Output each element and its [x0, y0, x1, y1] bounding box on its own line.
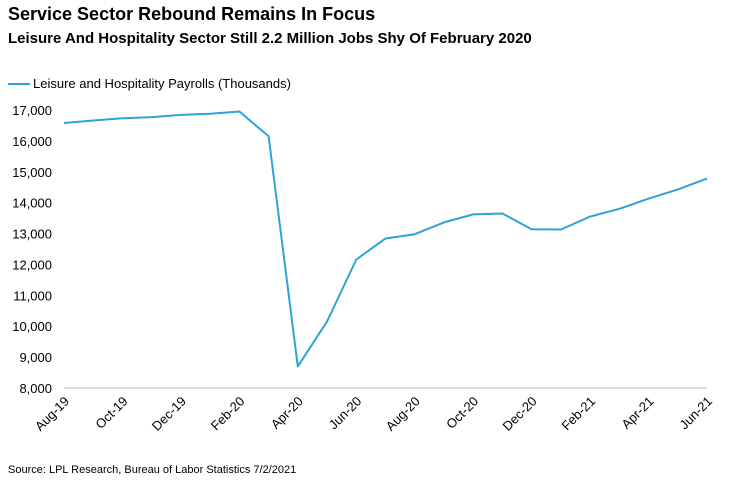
x-tick-label: Aug-19	[32, 394, 72, 434]
x-tick-label: Oct-19	[92, 394, 130, 432]
data-point	[531, 228, 533, 230]
x-tick-label: Jun-20	[326, 394, 365, 433]
data-point	[326, 321, 328, 323]
data-point	[414, 233, 416, 235]
data-point	[92, 120, 94, 122]
y-tick-label: 9,000	[19, 350, 52, 365]
x-tick-label: Dec-20	[500, 394, 540, 434]
x-tick-label: Oct-20	[443, 394, 481, 432]
data-point	[677, 188, 679, 190]
chart-title: Service Sector Rebound Remains In Focus	[8, 4, 376, 24]
y-tick-label: 8,000	[19, 381, 52, 396]
data-point	[589, 216, 591, 218]
y-tick-label: 13,000	[12, 227, 52, 242]
data-point	[151, 116, 153, 118]
x-tick-label: Feb-20	[208, 394, 248, 434]
legend: Leisure and Hospitality Payrolls (Thousa…	[8, 76, 291, 91]
x-tick-label: Dec-19	[149, 394, 189, 434]
legend-swatch	[8, 82, 30, 85]
data-point	[501, 213, 503, 215]
x-tick-label: Apr-21	[618, 394, 656, 432]
data-point	[472, 213, 474, 215]
y-tick-label: 14,000	[12, 196, 52, 211]
data-point	[355, 259, 357, 261]
data-point	[443, 221, 445, 223]
y-tick-label: 11,000	[13, 288, 52, 303]
y-tick-label: 17,000	[12, 103, 52, 118]
series-line	[63, 110, 708, 368]
legend-label: Leisure and Hospitality Payrolls (Thousa…	[33, 76, 291, 91]
y-tick-label: 12,000	[12, 257, 52, 272]
data-point	[560, 229, 562, 231]
data-point	[63, 122, 65, 124]
data-point	[706, 178, 708, 180]
y-tick-label: 16,000	[12, 134, 52, 149]
data-point	[385, 238, 387, 240]
data-point	[268, 135, 270, 137]
data-point	[648, 198, 650, 200]
y-tick-label: 15,000	[12, 165, 52, 180]
y-tick-label: 10,000	[12, 319, 52, 334]
data-point	[122, 117, 124, 119]
chart-subtitle: Leisure And Hospitality Sector Still 2.2…	[8, 30, 532, 47]
data-point	[618, 208, 620, 210]
data-point	[238, 111, 240, 113]
data-point	[297, 365, 299, 367]
x-tick-label: Jun-21	[676, 394, 715, 433]
x-tick-label: Apr-20	[268, 394, 306, 432]
x-tick-label: Aug-20	[383, 394, 423, 434]
data-point	[209, 113, 211, 115]
x-tick-label: Feb-21	[558, 394, 598, 434]
data-point	[180, 114, 182, 116]
source-note: Source: LPL Research, Bureau of Labor St…	[8, 464, 297, 476]
